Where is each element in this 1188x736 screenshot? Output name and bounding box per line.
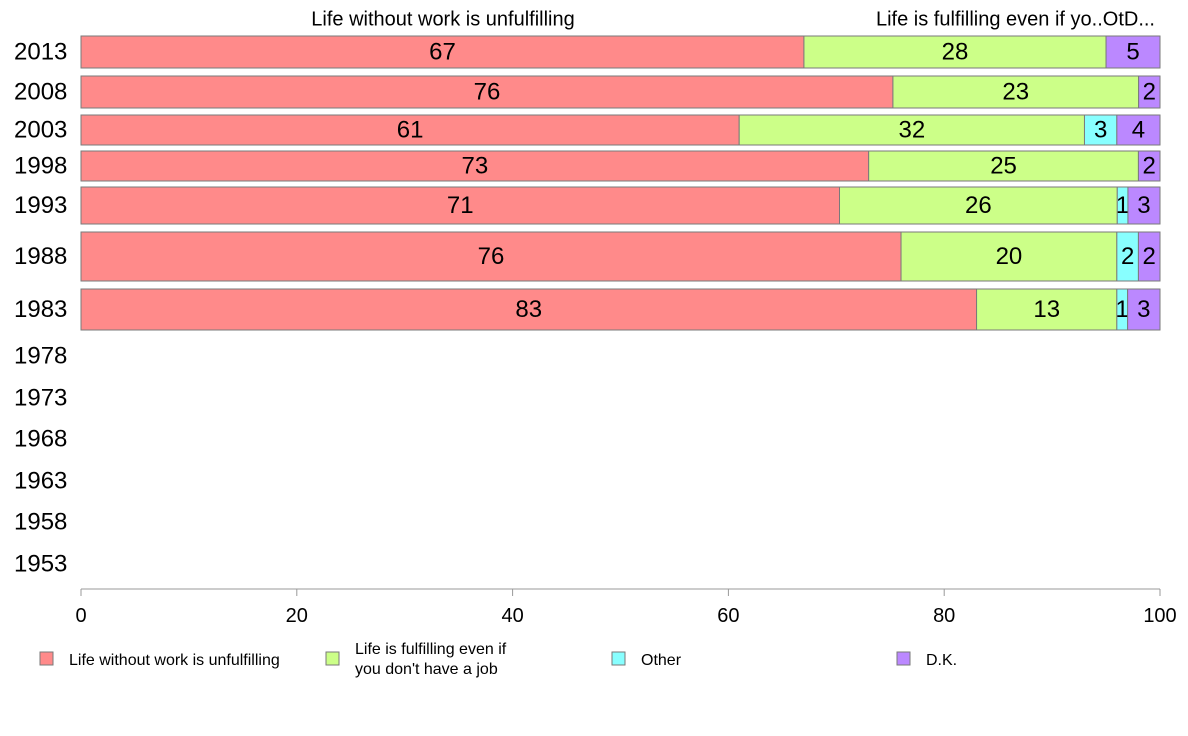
bars: 67 28 576 23 261 32 3 473 25 271 26 1 376 20 2 283 13 1 3	[80, 35, 1161, 331]
column-header-1: Life is fulfilling even if yo..OtD...	[876, 8, 1155, 30]
data-label-1998-life-is-fulfilling-even-if-you-don-t-have-a-job: 25	[990, 153, 1017, 180]
data-label-1988-life-is-fulfilling-even-if-you-don-t-have-a-job: 20	[996, 243, 1023, 270]
data-label-1988-life-without-work-is-unfulfilling: 76	[478, 243, 505, 270]
data-label-2003-d-k: 4	[1132, 117, 1145, 144]
data-label-2008-d-k: 2	[1143, 79, 1156, 106]
bar-1998-life-without-work-is-unfulfilling	[80, 150, 870, 182]
year-label-2008: 2008	[14, 79, 67, 106]
bar-1988-d-k	[1137, 231, 1161, 282]
legend-swatch-life-without-work-is-unfulfilling	[39, 651, 54, 666]
x-axis: 0 20 40 60 80 100	[75, 588, 1177, 627]
bar-2013-life-is-fulfilling-even-if-you-don-t-have-a-job	[803, 35, 1107, 69]
year-label-1953: 1953	[14, 551, 67, 578]
legend-label-d-k: D.K.	[926, 652, 957, 669]
data-label-2003-life-is-fulfilling-even-if-you-don-t-have-a-job: 32	[898, 117, 925, 144]
data-label-1983-life-is-fulfilling-even-if-you-don-t-have-a-job: 13	[1033, 296, 1060, 323]
bar-2008-life-is-fulfilling-even-if-you-don-t-have-a-job	[892, 75, 1140, 109]
bar-1983-life-is-fulfilling-even-if-you-don-t-have-a-job	[976, 288, 1118, 331]
column-header-0: Life without work is unfulfilling	[311, 8, 574, 30]
data-label-1983-other: 1	[1116, 296, 1129, 323]
column-headers: Life without work is unfulfilling Life is…	[311, 8, 1155, 30]
bar-1993-life-is-fulfilling-even-if-you-don-t-have-a-job	[839, 186, 1118, 225]
year-label-1988: 1988	[14, 243, 67, 270]
year-label-2013: 2013	[14, 39, 67, 66]
x-tick-label-40: 40	[501, 605, 523, 627]
data-label-1988-other: 2	[1121, 243, 1134, 270]
legend-swatch-life-is-fulfilling-even-if-you-don-t-have-a-job	[325, 651, 340, 666]
legend: Life without work is unfulfilling Life is…	[39, 641, 957, 678]
bar-1988-life-is-fulfilling-even-if-you-don-t-have-a-job	[900, 231, 1118, 282]
year-label-1993: 1993	[14, 192, 67, 219]
legend-label-other: Other	[641, 652, 682, 669]
year-labels: 2013 2008 2003 1998 1993 1988 1983 1978 1973 1968…	[14, 39, 67, 578]
bar-2008-d-k	[1138, 75, 1161, 109]
data-label-1988-d-k: 2	[1143, 243, 1156, 270]
x-tick-label-20: 20	[286, 605, 308, 627]
data-label-1993-d-k: 3	[1137, 192, 1150, 219]
x-tick-label-0: 0	[75, 605, 86, 627]
data-label-2013-life-without-work-is-unfulfilling: 67	[429, 39, 456, 66]
x-tick-label-80: 80	[933, 605, 955, 627]
data-label-2008-life-is-fulfilling-even-if-you-don-t-have-a-job: 23	[1002, 79, 1029, 106]
bar-1988-life-without-work-is-unfulfilling	[80, 231, 902, 282]
legend-swatch-d-k	[896, 651, 911, 666]
year-label-1983: 1983	[14, 296, 67, 323]
bar-2013-life-without-work-is-unfulfilling	[80, 35, 805, 69]
bar-2013-d-k	[1105, 35, 1161, 69]
data-label-1983-d-k: 3	[1137, 296, 1150, 323]
bar-1983-life-without-work-is-unfulfilling	[80, 288, 978, 331]
data-label-1993-life-is-fulfilling-even-if-you-don-t-have-a-job: 26	[965, 192, 992, 219]
x-tick-label-60: 60	[717, 605, 739, 627]
bar-1998-life-is-fulfilling-even-if-you-don-t-have-a-job	[868, 150, 1139, 182]
year-label-1998: 1998	[14, 153, 67, 180]
bar-2008-life-without-work-is-unfulfilling	[80, 75, 894, 109]
bar-1993-life-without-work-is-unfulfilling	[80, 186, 841, 225]
legend-label-life-without-work-is-unfulfilling: Life without work is unfulfilling	[69, 652, 280, 669]
data-label-1993-other: 1	[1116, 192, 1129, 219]
data-label-1993-life-without-work-is-unfulfilling: 71	[447, 192, 474, 219]
data-label-2013-d-k: 5	[1126, 39, 1139, 66]
data-label-2008-life-without-work-is-unfulfilling: 76	[474, 79, 501, 106]
bar-2003-life-without-work-is-unfulfilling	[80, 114, 740, 146]
data-label-1983-life-without-work-is-unfulfilling: 83	[515, 296, 542, 323]
year-label-1978: 1978	[14, 343, 67, 370]
year-label-2003: 2003	[14, 117, 67, 144]
year-label-1968: 1968	[14, 426, 67, 453]
data-label-1998-d-k: 2	[1143, 153, 1156, 180]
bar-1998-d-k	[1137, 150, 1161, 182]
x-tick-label-100: 100	[1143, 605, 1176, 627]
data-label-2003-other: 3	[1094, 117, 1107, 144]
year-label-1963: 1963	[14, 468, 67, 495]
bar-1993-d-k	[1127, 186, 1161, 225]
data-label-1998-life-without-work-is-unfulfilling: 73	[461, 153, 488, 180]
year-label-1973: 1973	[14, 385, 67, 412]
bar-2003-other	[1083, 114, 1118, 146]
year-label-1958: 1958	[14, 509, 67, 536]
legend-swatch-other	[611, 651, 626, 666]
legend-label-life-is-fulfilling-even-if-you-don-t-have-a-job: Life is fulfilling even if you don't have…	[355, 641, 507, 678]
bar-1983-d-k	[1127, 288, 1161, 331]
data-label-2013-life-is-fulfilling-even-if-you-don-t-have-a-job: 28	[942, 39, 969, 66]
bar-2003-d-k	[1116, 114, 1161, 146]
data-label-2003-life-without-work-is-unfulfilling: 61	[397, 117, 424, 144]
